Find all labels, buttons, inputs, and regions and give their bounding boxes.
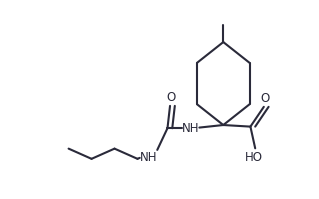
Text: NH: NH [140,151,157,164]
Text: O: O [261,92,270,105]
Text: HO: HO [245,151,263,164]
Text: O: O [167,91,176,104]
Text: NH: NH [182,122,199,135]
